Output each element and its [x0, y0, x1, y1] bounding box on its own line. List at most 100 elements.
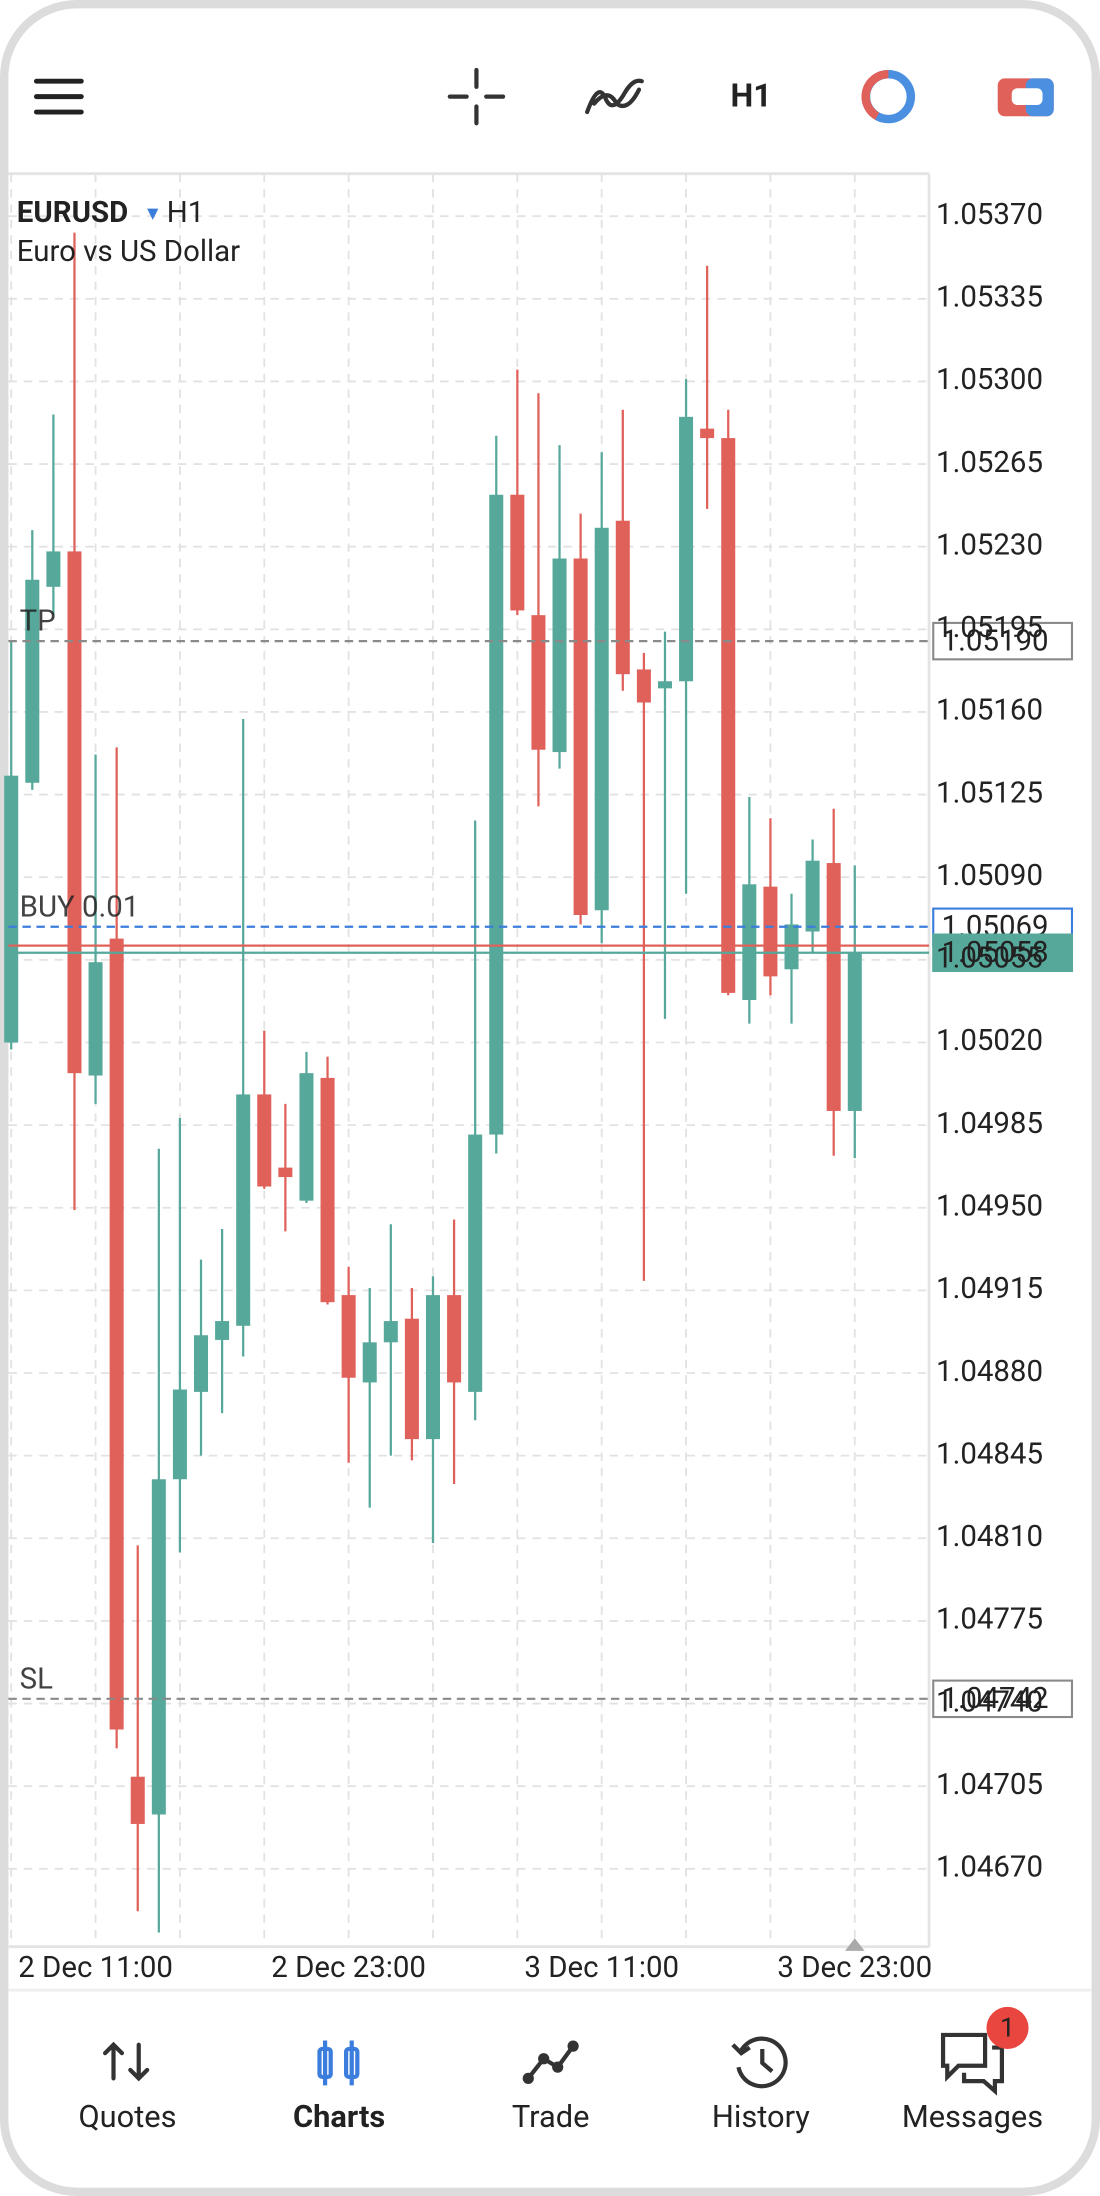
objects-button[interactable] — [861, 70, 916, 124]
level-price-label: 1.04742 — [942, 1682, 1049, 1716]
level-name: BUY 0.01 — [20, 890, 140, 924]
y-tick-label: 1.05370 — [936, 198, 1043, 232]
candle-body — [194, 1335, 209, 1392]
y-tick-label: 1.05090 — [936, 859, 1043, 893]
candle-body — [721, 438, 736, 993]
trade-tab-dot — [567, 2040, 579, 2052]
candle-body — [172, 1389, 187, 1480]
level-name: TP — [20, 605, 56, 639]
candle-body — [425, 1295, 440, 1440]
objects-ring-part — [861, 70, 889, 120]
level-price-box — [932, 933, 1074, 973]
y-tick-label: 1.05160 — [936, 694, 1043, 728]
messages-bubble-back — [961, 2045, 1005, 2096]
timeframe-button[interactable]: H1 — [730, 77, 771, 115]
x-tick-label: 3 Dec 11:00 — [524, 1951, 679, 1985]
candle-body — [657, 681, 672, 689]
quotes-icon — [102, 2041, 150, 2082]
level-price-box — [932, 621, 1074, 661]
trade-tab-icon — [522, 2040, 579, 2084]
candle-body — [489, 494, 504, 1135]
crosshair-button[interactable] — [447, 67, 506, 126]
history-arrow — [731, 2043, 751, 2056]
tab-label[interactable]: Quotes — [78, 2098, 176, 2135]
candle-body — [510, 494, 525, 611]
symbol-dropdown[interactable] — [147, 208, 159, 220]
candle-body — [805, 860, 820, 932]
symbol-description: Euro vs US Dollar — [17, 235, 240, 269]
scroll-marker — [844, 1938, 865, 1951]
x-tick-label: 2 Dec 11:00 — [18, 1951, 173, 1985]
menu-button[interactable] — [33, 78, 84, 115]
candle-body — [25, 579, 40, 783]
trade-tab-dot — [552, 2061, 564, 2073]
y-tick-label: 1.04950 — [936, 1190, 1043, 1224]
tab-label[interactable]: Charts — [293, 2098, 385, 2135]
candle-body — [4, 775, 19, 1043]
tab-label[interactable]: Messages — [902, 2098, 1043, 2135]
candle-body — [826, 863, 841, 1111]
history-circle — [736, 2036, 788, 2089]
y-tick-label: 1.05125 — [936, 776, 1043, 810]
symbol[interactable]: EURUSD — [17, 196, 128, 230]
level-name: SL — [20, 1662, 53, 1696]
trade-button[interactable] — [997, 78, 1054, 117]
trade-tab-line — [526, 2044, 575, 2080]
candle-body — [847, 952, 862, 1111]
candle-body — [362, 1342, 377, 1383]
level-price-box — [932, 1679, 1074, 1719]
trade-tab-dot — [538, 2053, 550, 2065]
trade-icon-center — [1011, 88, 1043, 106]
y-tick-label: 1.04845 — [936, 1437, 1043, 1471]
candle-body — [615, 520, 630, 675]
candle-body — [109, 938, 124, 1730]
candle-body — [88, 962, 103, 1076]
candle-body — [404, 1318, 419, 1440]
candle-body — [763, 886, 778, 977]
level-price-label: 1.05058 — [942, 936, 1049, 970]
candle-body — [468, 1134, 483, 1392]
candle-body — [151, 1479, 166, 1815]
y-tick-label: 1.04810 — [936, 1520, 1043, 1554]
axes: 1.05370 1.05335 1.05300 1.05265 1.05230 1.051… — [18, 198, 1043, 1985]
indicators-button[interactable] — [585, 78, 644, 115]
y-tick-label: 1.04985 — [936, 1107, 1043, 1141]
candle-body — [784, 924, 799, 970]
candle-body — [636, 669, 651, 703]
y-tick-label: 1.05300 — [936, 363, 1043, 397]
candles — [4, 232, 862, 1933]
y-tick-label: 1.04705 — [936, 1768, 1043, 1802]
messages-bubble — [940, 2032, 988, 2083]
y-tick-label: 1.05230 — [936, 528, 1043, 562]
candle-body — [278, 1167, 293, 1178]
trade-tab-dot — [522, 2072, 534, 2084]
candle-body — [299, 1073, 314, 1201]
candle-body — [447, 1295, 462, 1383]
candle-body — [552, 558, 567, 753]
candle-body — [531, 615, 546, 750]
x-tick-label: 2 Dec 23:00 — [271, 1951, 426, 1985]
tab-label[interactable]: History — [712, 2098, 810, 2135]
y-tick-label: 1.04915 — [936, 1272, 1043, 1306]
badge — [986, 2006, 1029, 2049]
level-price-label: 1.05190 — [942, 624, 1049, 658]
candle-body — [341, 1295, 356, 1378]
candle-body — [257, 1094, 272, 1187]
tab-bar: Quotes Charts Trade History Messages 1 — [78, 2006, 1043, 2135]
candle-body — [594, 527, 609, 911]
badge-count: 1 — [1000, 2012, 1015, 2043]
tab-label[interactable]: Trade — [512, 2098, 590, 2135]
x-tick-label: 3 Dec 23:00 — [777, 1951, 932, 1985]
candle-body — [46, 551, 61, 587]
y-tick-label: 1.05195 — [936, 611, 1043, 645]
history-hands — [760, 2048, 774, 2073]
y-tick-label: 1.05335 — [936, 281, 1043, 315]
history-icon — [731, 2036, 788, 2089]
candle-body — [320, 1077, 335, 1303]
messages-icon — [940, 2032, 1005, 2096]
y-tick-label: 1.05265 — [936, 446, 1043, 480]
